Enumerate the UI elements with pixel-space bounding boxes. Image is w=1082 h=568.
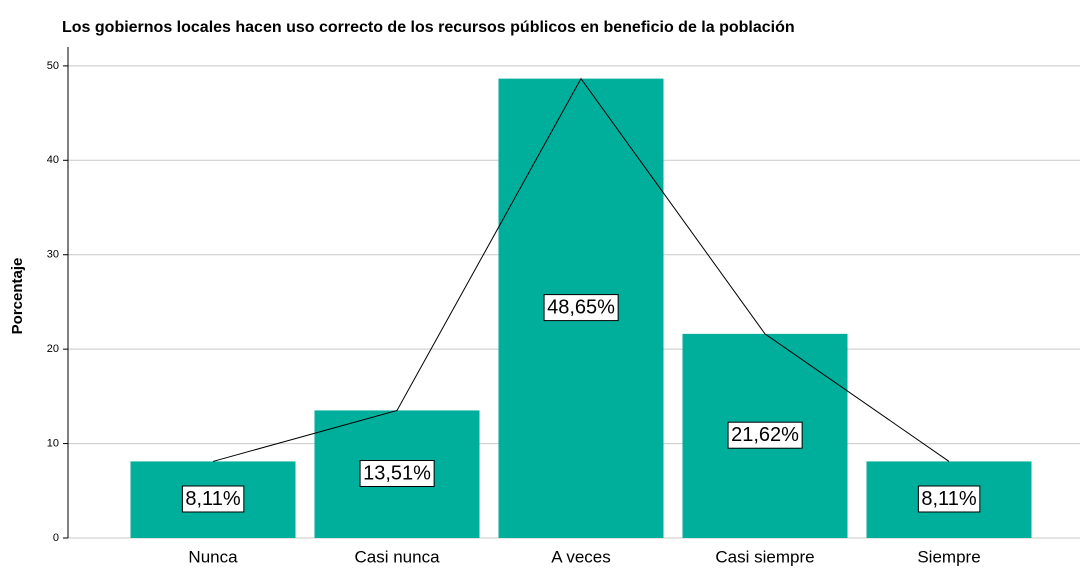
y-tick-label: 20 bbox=[47, 343, 59, 355]
line bbox=[212, 77, 950, 462]
value-label: 48,65% bbox=[547, 297, 615, 319]
x-tick-label: A veces bbox=[551, 547, 611, 566]
x-tick-label: Nunca bbox=[188, 547, 238, 566]
x-tick-label: Casi siempre bbox=[715, 547, 814, 566]
y-axis-label: Porcentaje bbox=[9, 258, 26, 335]
y-tick-label: 0 bbox=[53, 532, 59, 544]
value-label: 8,11% bbox=[921, 488, 976, 510]
y-tick-label: 50 bbox=[47, 60, 59, 72]
chart-title: Los gobiernos locales hacen uso correcto… bbox=[62, 19, 795, 36]
label-box bbox=[359, 459, 435, 487]
y-tick-label: 40 bbox=[47, 154, 59, 166]
y-tick-label: 10 bbox=[47, 437, 59, 449]
x-tick-label: Casi nunca bbox=[354, 547, 440, 566]
label-box bbox=[727, 421, 803, 449]
value-label: 8,11% bbox=[185, 488, 240, 510]
label-box bbox=[917, 485, 981, 513]
label-box bbox=[543, 294, 619, 322]
value-label: 21,62% bbox=[731, 424, 799, 446]
y-tick-label: 30 bbox=[47, 249, 59, 261]
label-box bbox=[181, 485, 245, 513]
x-tick-label: Siempre bbox=[917, 547, 980, 566]
value-label: 13,51% bbox=[363, 462, 431, 484]
